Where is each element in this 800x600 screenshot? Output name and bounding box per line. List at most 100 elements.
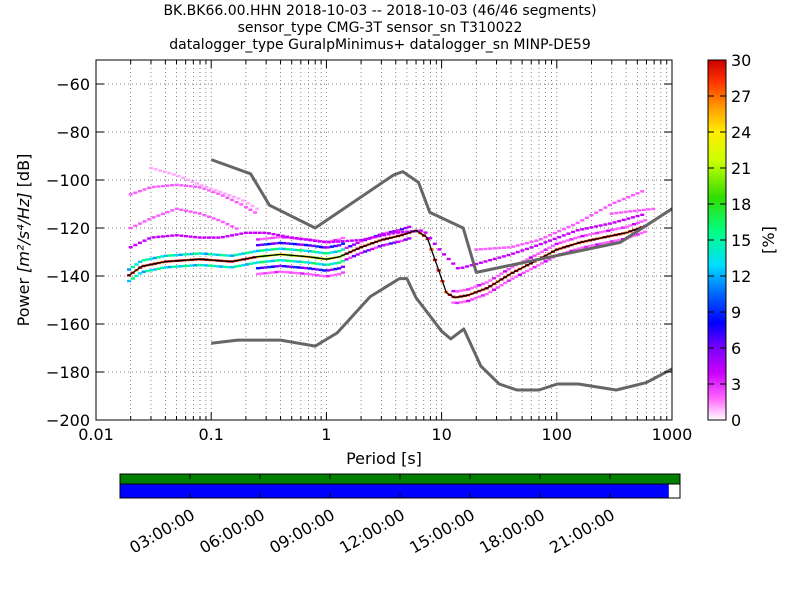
- chart-title-line-3: datalogger_type GuralpMinimus+ datalogge…: [169, 37, 591, 53]
- density-cell: [270, 248, 275, 251]
- density-cell: [263, 272, 268, 275]
- density-cell: [303, 249, 309, 253]
- density-cell: [270, 259, 275, 263]
- density-cell: [178, 265, 183, 268]
- density-cell: [391, 232, 396, 235]
- density-cell: [381, 244, 386, 247]
- density-cell: [256, 267, 261, 270]
- density-cell: [322, 246, 327, 249]
- density-cell: [171, 265, 176, 269]
- density-cell: [137, 222, 142, 225]
- density-cell: [204, 252, 209, 256]
- density-cell: [534, 244, 539, 247]
- density-cell: [609, 240, 615, 243]
- density-cell: [640, 190, 645, 193]
- density-cell: [315, 262, 320, 265]
- density-cell: [326, 274, 331, 278]
- density-cell: [307, 261, 312, 264]
- density-cell: [190, 180, 195, 183]
- density-cell: [639, 220, 644, 223]
- density-cell: [552, 237, 557, 241]
- density-cell: [315, 239, 320, 242]
- density-cell: [607, 222, 612, 225]
- density-cell: [465, 265, 470, 268]
- density-cell: [632, 223, 637, 226]
- density-cell: [478, 261, 483, 264]
- density-cell: [575, 229, 580, 232]
- density-cell: [451, 262, 456, 265]
- density-cell: [250, 204, 255, 208]
- density-cell: [626, 195, 631, 199]
- density-cell: [589, 214, 594, 217]
- density-cell: [405, 230, 410, 234]
- density-cell: [329, 245, 334, 248]
- density-cell: [386, 233, 391, 236]
- density-cell: [506, 279, 511, 282]
- density-cell: [256, 261, 261, 264]
- density-cell: [170, 184, 175, 187]
- density-cell: [340, 265, 345, 269]
- density-cell: [222, 265, 228, 269]
- density-cell: [617, 238, 622, 242]
- density-cell: [318, 263, 323, 266]
- density-cell: [318, 245, 323, 249]
- density-cell: [179, 208, 184, 211]
- density-cell: [451, 301, 456, 304]
- density-cell: [355, 253, 360, 256]
- density-cell: [363, 237, 368, 241]
- density-cell: [156, 185, 161, 188]
- density-cell: [307, 273, 312, 276]
- density-cell: [539, 250, 545, 254]
- density-cell: [532, 266, 537, 269]
- density-cell: [153, 168, 158, 171]
- density-cell: [501, 255, 506, 258]
- density-cell: [642, 208, 647, 212]
- density-cell: [181, 176, 186, 180]
- density-cell: [407, 225, 412, 229]
- density-cell: [233, 253, 239, 257]
- density-cell: [267, 242, 272, 246]
- density-cell: [278, 264, 283, 268]
- density-cell: [451, 289, 456, 293]
- density-cell: [594, 211, 599, 214]
- density-cell: [630, 194, 635, 197]
- density-cell: [270, 265, 275, 268]
- x-tick-label: 0.01: [78, 425, 114, 444]
- density-cell: [276, 233, 281, 237]
- density-cell: [400, 231, 405, 234]
- density-cell: [213, 189, 218, 192]
- density-cell: [248, 262, 253, 265]
- density-cell: [193, 264, 198, 267]
- density-cell: [256, 272, 261, 276]
- density-cell: [315, 245, 320, 248]
- density-cell: [147, 186, 152, 190]
- density-cell: [138, 260, 143, 264]
- density-cell: [499, 284, 504, 287]
- density-cell: [274, 265, 279, 268]
- density-cell: [536, 264, 541, 267]
- density-cell: [312, 239, 317, 243]
- density-cell: [337, 272, 342, 276]
- density-cell: [244, 251, 250, 255]
- density-cell: [520, 243, 525, 246]
- density-cell: [174, 183, 179, 187]
- density-cell: [193, 211, 198, 214]
- density-cell: [185, 178, 190, 182]
- density-cell: [630, 216, 635, 219]
- timeline-tick-label: 18:00:00: [476, 505, 548, 557]
- density-cell: [289, 271, 294, 274]
- colorbar-tick-label: 27: [731, 87, 751, 106]
- density-cell: [130, 277, 135, 280]
- density-cell: [639, 231, 644, 235]
- density-cell: [524, 241, 529, 245]
- density-cell: [543, 235, 548, 239]
- density-cell: [573, 248, 578, 251]
- density-cell: [296, 243, 301, 246]
- density-cell: [403, 226, 408, 230]
- timeline-panel: 03:00:0006:00:0009:00:0012:00:0015:00:00…: [119, 473, 681, 557]
- x-tick-label: 100: [542, 425, 573, 444]
- density-cell: [557, 229, 562, 233]
- density-cell: [329, 274, 334, 277]
- density-cell: [236, 197, 241, 200]
- density-cell: [170, 209, 175, 212]
